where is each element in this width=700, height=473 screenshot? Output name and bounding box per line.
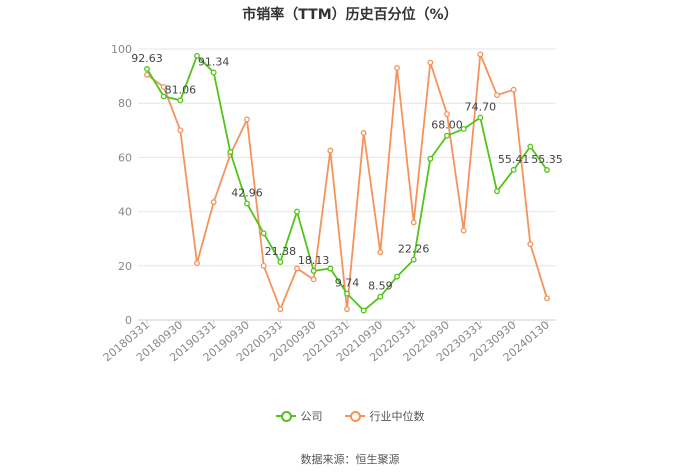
data-point-company <box>494 188 500 195</box>
data-label: 8.59 <box>368 280 393 293</box>
data-label: 91.34 <box>198 55 230 68</box>
data-point-industry-median <box>310 276 317 283</box>
data-point-industry-median <box>460 227 467 234</box>
data-point-industry-median <box>477 51 484 58</box>
line-chart: 0204060801002018033120180930201903312019… <box>101 43 563 364</box>
data-label: 68.00 <box>431 119 463 132</box>
legend-item-company[interactable]: 公司 <box>275 408 323 424</box>
data-point-industry-median <box>160 83 167 90</box>
y-tick-label: 60 <box>118 151 132 164</box>
data-point-company <box>227 149 234 155</box>
data-point-industry-median <box>494 92 500 99</box>
series-lines <box>144 51 550 314</box>
data-point-industry-median <box>210 199 217 206</box>
legend-swatch-company <box>275 411 296 422</box>
data-label: 21.38 <box>265 245 297 258</box>
data-label: 92.63 <box>131 52 163 65</box>
data-point-industry-median <box>277 306 284 313</box>
series-line-industry-median <box>146 54 548 312</box>
data-point-industry-median <box>177 127 184 134</box>
y-tick-label: 20 <box>118 260 132 273</box>
data-point-company <box>277 259 284 266</box>
data-point-company <box>294 208 300 215</box>
data-point-company <box>194 52 200 59</box>
chart-title: 市销率（TTM）历史百分位（%） <box>242 7 458 23</box>
data-point-company <box>210 69 217 76</box>
data-point-industry-median <box>194 260 200 267</box>
data-point-company <box>444 132 450 139</box>
series-line-company <box>146 54 548 312</box>
data-point-industry-median <box>377 249 384 256</box>
data-point-industry-median <box>427 59 434 66</box>
data-point-industry-median <box>527 241 534 248</box>
data-point-industry-median <box>260 262 267 269</box>
data-label: 18.13 <box>298 254 330 267</box>
data-point-company <box>527 143 534 150</box>
data-point-company <box>510 166 517 173</box>
data-label: 55.41 <box>498 153 530 166</box>
data-point-company <box>544 167 550 173</box>
data-point-industry-median <box>444 111 450 117</box>
data-source: 数据来源：恒生聚源 <box>300 453 400 466</box>
data-point-company <box>377 293 384 300</box>
y-tick-label: 0 <box>125 314 132 327</box>
data-point-industry-median <box>327 147 334 154</box>
y-tick-label: 40 <box>118 206 132 219</box>
data-point-company <box>427 155 434 162</box>
data-point-industry-median <box>510 86 517 93</box>
data-point-industry-median <box>360 130 367 136</box>
data-label: 81.06 <box>165 83 197 96</box>
legend: 公司 行业中位数 <box>0 408 700 424</box>
data-point-company <box>144 66 150 72</box>
data-point-company <box>244 200 250 207</box>
data-point-industry-median <box>394 65 400 71</box>
data-label: 9.74 <box>335 277 360 290</box>
data-point-company <box>477 114 484 121</box>
data-point-company <box>327 265 334 272</box>
data-label: 74.70 <box>465 101 497 114</box>
legend-label-company: 公司 <box>300 410 323 423</box>
data-label: 55.35 <box>531 153 563 166</box>
data-point-industry-median <box>544 295 550 302</box>
data-point-industry-median <box>344 306 350 313</box>
data-point-company <box>360 307 367 314</box>
legend-item-industry-median[interactable]: 行业中位数 <box>344 408 425 424</box>
data-point-company <box>344 290 350 297</box>
data-point-company <box>160 93 167 100</box>
legend-label-industry-median: 行业中位数 <box>369 410 425 423</box>
data-point-company <box>410 256 417 263</box>
data-point-industry-median <box>244 116 250 123</box>
data-point-company <box>177 97 184 104</box>
y-tick-label: 100 <box>111 43 132 56</box>
data-point-industry-median <box>294 265 300 272</box>
data-point-company <box>460 125 467 132</box>
data-point-industry-median <box>410 219 417 226</box>
data-point-company <box>260 230 267 237</box>
y-tick-label: 80 <box>118 97 132 110</box>
data-point-company <box>394 273 400 280</box>
data-label: 22.26 <box>398 243 430 256</box>
legend-swatch-industry-median <box>344 411 365 422</box>
data-label: 42.96 <box>231 187 263 200</box>
data-point-company <box>310 267 317 274</box>
data-point-industry-median <box>144 71 150 78</box>
